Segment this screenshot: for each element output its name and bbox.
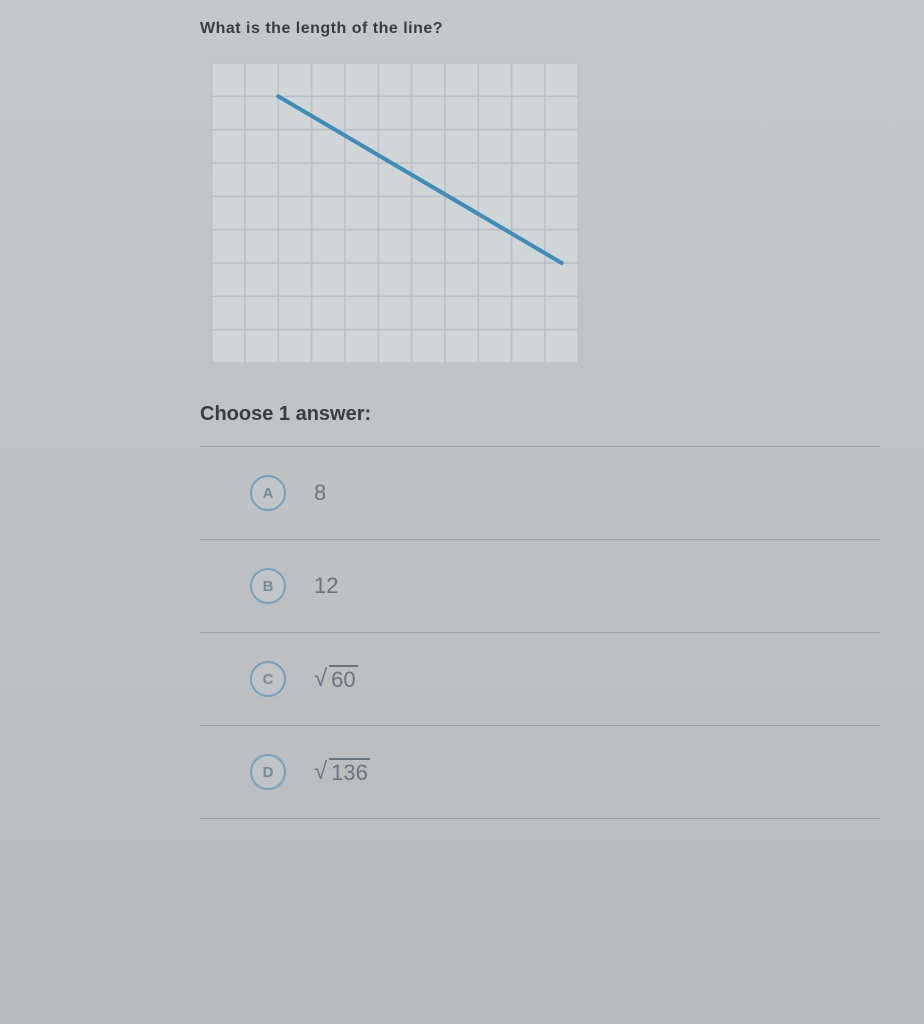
option-letter-a: A: [250, 475, 286, 511]
answer-option-a[interactable]: A8: [200, 446, 880, 539]
answer-option-d[interactable]: D √136: [200, 725, 880, 819]
grid-chart: [205, 63, 585, 363]
answer-option-c[interactable]: C √60: [200, 632, 880, 725]
grid-svg: [205, 63, 585, 363]
option-value: √60: [314, 665, 358, 693]
answer-list: A8B12C√60D√136: [200, 446, 880, 819]
choose-prompt: Choose 1 answer:: [200, 403, 924, 426]
option-value: √136: [314, 758, 370, 786]
option-value: 12: [314, 573, 338, 599]
question-text: What is the length of the line?: [200, 20, 924, 38]
option-value: 8: [314, 480, 326, 506]
option-letter-b: B: [250, 568, 286, 604]
answer-option-b[interactable]: B 12: [200, 539, 880, 632]
option-letter-d: D: [250, 754, 286, 790]
option-letter-c: C: [250, 661, 286, 697]
